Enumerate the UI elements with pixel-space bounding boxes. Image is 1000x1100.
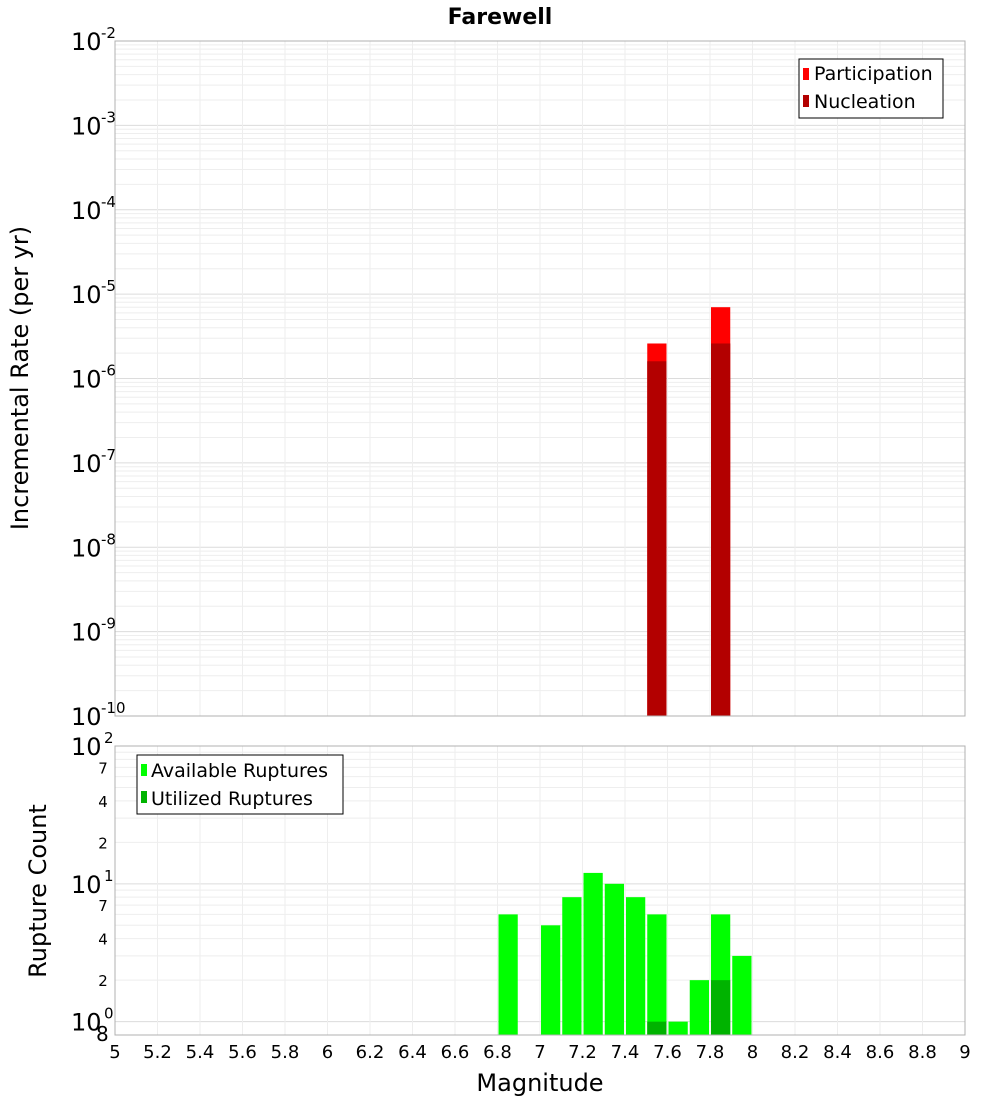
count-panel-y-axis-label: Rupture Count [24,804,52,978]
rate-y-tick-exponent: -7 [101,446,116,464]
rate-y-tick-label: 10 [71,197,102,225]
rate-y-tick-label: 10 [71,366,102,394]
x-tick-label: 7.2 [568,1042,597,1063]
rate-y-tick-exponent: -8 [101,530,116,548]
x-tick-label: 8.2 [781,1042,810,1063]
count-bar-available [732,955,752,1035]
x-tick-label: 8.6 [866,1042,895,1063]
x-tick-label: 5.6 [228,1042,257,1063]
count-bar-available [583,872,603,1035]
rate-y-tick-exponent: -4 [101,193,116,211]
count-bar-available [498,914,518,1035]
rate-panel-frame [114,40,966,717]
x-tick-label: 7.8 [696,1042,725,1063]
rate-y-tick-label: 10 [71,534,102,562]
x-tick-label: 5.4 [186,1042,215,1063]
legend-swatch-available [141,764,147,776]
x-axis-label: Magnitude [476,1069,603,1097]
count-bar-available [647,914,667,1035]
count-bar-available [668,1021,688,1035]
rate-panel-bars [647,307,731,716]
rate-y-tick-label: 10 [71,112,102,140]
legend-label-utilized: Utilized Ruptures [151,788,313,810]
rate-legend-box [798,58,944,119]
x-tick-label: 9 [959,1042,970,1063]
count-panel-frame [114,745,966,1036]
x-tick-label: 7.6 [653,1042,682,1063]
x-tick-label: 6 [322,1042,333,1063]
rate-y-tick-exponent: -9 [101,615,116,633]
count-bar-available [626,897,646,1035]
count-y-tick-exponent: 2 [104,729,114,747]
rate-y-tick-label: 10 [71,450,102,478]
x-tick-label: 8.8 [908,1042,937,1063]
x-tick-label: 6.2 [356,1042,385,1063]
rate-y-tick-exponent: -3 [101,108,116,126]
x-tick-label: 5.8 [271,1042,300,1063]
legend-label-participation: Participation [814,63,933,85]
count-y-minor-label: 2 [98,834,108,852]
rate-panel-y-axis-label: Incremental Rate (per yr) [6,226,34,530]
count-y-tick-exponent: 0 [104,1005,114,1023]
rate-y-tick-exponent: -5 [101,277,116,295]
rate-y-tick-label: 10 [71,281,102,309]
x-axis-ticks: 5 5.2 5.4 5.6 5.8 6 6.2 6.4 6.6 6.8 7 7.2 7.4 7.6 7.8 8… [109,1042,970,1063]
count-bar-available [562,897,582,1035]
x-tick-label: 7 [534,1042,545,1063]
x-tick-label: 6.4 [398,1042,427,1063]
count-panel-bars [498,872,752,1035]
legend-swatch-nucleation [803,95,809,107]
rate-y-tick-label: 10 [71,703,102,731]
rate-y-tick-label: 10 [71,619,102,647]
count-y-tick-label: 10 [71,733,102,761]
x-tick-label: 8 [747,1042,758,1063]
x-tick-label: 5.2 [143,1042,172,1063]
x-tick-label: 5 [109,1042,120,1063]
chart-title: Farewell [448,5,553,30]
rate-bar-nucleation [647,361,667,716]
count-y-tick-label: 10 [71,871,102,899]
rate-y-tick-exponent: -10 [101,699,126,717]
count-panel-legend: Available Ruptures Utilized Ruptures [136,754,344,815]
count-y-tick-exponent: 1 [104,867,114,885]
rate-panel-gridlines [114,41,966,717]
count-bar-utilized [647,1021,667,1035]
rate-y-tick-exponent: -6 [101,362,116,380]
count-y-minor-label: 7 [98,759,108,777]
count-bar-available [604,883,624,1035]
count-y-tick-label: 10 [71,1009,102,1037]
x-tick-label: 6.8 [483,1042,512,1063]
count-legend-box [136,754,344,815]
legend-label-available: Available Ruptures [151,760,328,782]
rate-panel-y-ticks: 10-210-310-410-510-610-710-810-910-10 [71,24,126,731]
legend-label-nucleation: Nucleation [814,91,916,113]
count-y-bottom-label: 8 [96,1022,109,1046]
rate-bar-nucleation [711,343,731,716]
count-y-minor-label: 4 [98,931,108,949]
count-y-minor-label: 2 [98,972,108,990]
count-bar-available [689,980,709,1035]
rate-y-tick-exponent: -2 [101,24,116,42]
count-y-minor-label: 7 [98,897,108,915]
rate-y-tick-label: 10 [71,28,102,56]
count-bar-available [541,925,561,1035]
count-bar-utilized [711,980,731,1035]
x-tick-label: 8.4 [823,1042,852,1063]
rate-panel-legend: Participation Nucleation [798,58,944,119]
legend-swatch-participation [803,68,809,80]
x-tick-label: 7.4 [611,1042,640,1063]
count-y-minor-label: 4 [98,793,108,811]
x-tick-label: 6.6 [441,1042,470,1063]
legend-swatch-utilized [141,791,147,803]
